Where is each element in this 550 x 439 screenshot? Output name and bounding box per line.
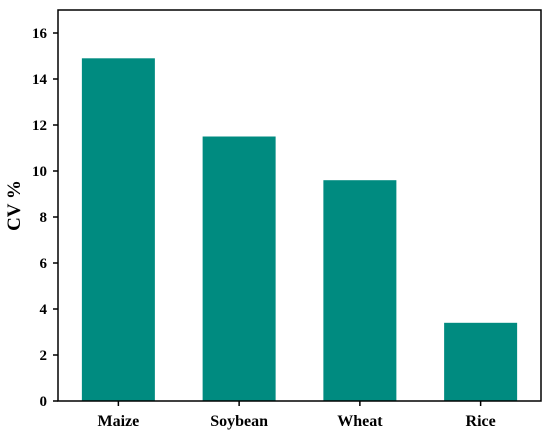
y-tick-label: 2 (40, 348, 48, 364)
x-axis-ticks: Maize Soybean Wheat Rice (98, 401, 496, 430)
bar-soybean (202, 136, 276, 401)
y-axis-label: CV % (4, 180, 25, 231)
y-axis-ticks: 0 2 4 6 8 10 12 14 16 (32, 26, 58, 410)
y-tick-label: 10 (32, 164, 47, 180)
x-tick-label: Maize (98, 413, 140, 430)
y-tick-label: 0 (40, 394, 48, 410)
y-tick-label: 8 (40, 210, 48, 226)
y-tick-label: 6 (40, 256, 48, 272)
y-tick-label: 12 (32, 118, 47, 134)
x-tick-label: Wheat (337, 413, 383, 430)
bar-maize (81, 58, 155, 402)
y-tick-label: 16 (32, 26, 48, 42)
bar-rice (444, 322, 518, 401)
y-tick-label: 4 (40, 302, 48, 318)
bar-wheat (323, 180, 397, 401)
x-tick-label: Rice (466, 413, 496, 430)
plot-frame (57, 9, 542, 402)
x-tick-label: Soybean (210, 413, 268, 430)
bars-layer (81, 58, 518, 402)
y-tick-label: 14 (32, 72, 48, 88)
